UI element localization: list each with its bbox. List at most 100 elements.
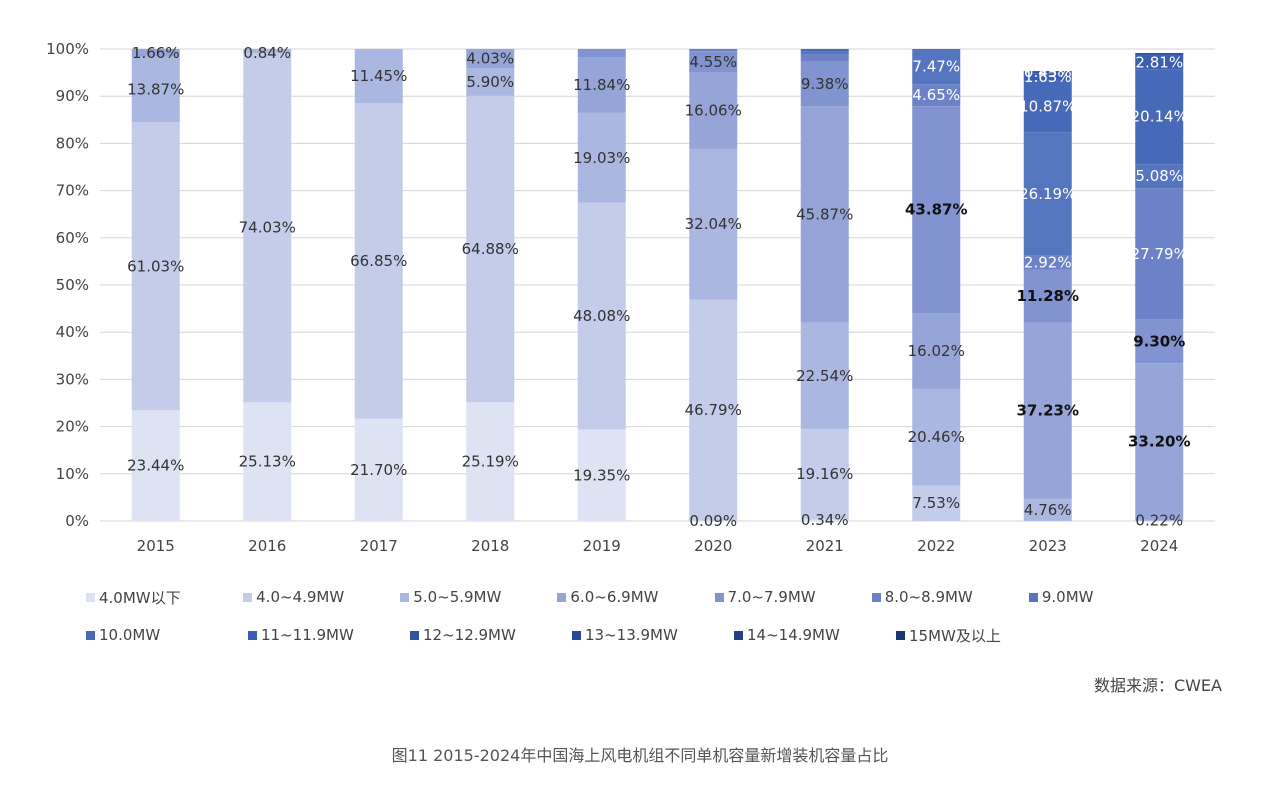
- x-tick-label: 2015: [137, 537, 175, 555]
- data-label: 33.20%: [1128, 433, 1190, 451]
- bar-segment: [689, 51, 738, 73]
- data-label: 10.87%: [1019, 98, 1076, 116]
- legend-label: 4.0MW以下: [99, 588, 181, 607]
- bar-segment: [466, 49, 515, 69]
- bars: [131, 49, 1184, 521]
- x-tick-label: 2024: [1140, 537, 1178, 555]
- legend-label: 13~13.9MW: [585, 626, 678, 644]
- bar-segment: [1135, 52, 1184, 56]
- bar-segment: [1023, 269, 1072, 323]
- data-label: 21.70%: [350, 461, 407, 479]
- data-label: 45.87%: [796, 205, 853, 223]
- legend-swatch: [400, 592, 410, 602]
- bar-segment: [800, 51, 849, 55]
- bar-segment: [577, 429, 626, 521]
- bar-segment: [243, 402, 292, 521]
- data-label: 25.13%: [239, 453, 296, 471]
- legend-item: 7.0~7.9MW: [714, 588, 872, 606]
- data-label: 1.63%: [1024, 68, 1072, 86]
- data-label: 16.02%: [908, 342, 965, 360]
- bar-segment: [1135, 69, 1184, 165]
- legend: 4.0MW以下 4.0~4.9MW 5.0~5.9MW 6.0~6.9MW 7.0~7.…: [86, 578, 1186, 654]
- data-label: 22.54%: [796, 367, 853, 385]
- legend-item: 4.0MW以下: [86, 587, 243, 608]
- bar-segment: [577, 202, 626, 430]
- y-tick-label: 40%: [56, 323, 89, 341]
- bar-segment: [1023, 80, 1072, 133]
- legend-item: 12~12.9MW: [410, 626, 572, 644]
- bar-segment: [1023, 255, 1072, 270]
- legend-swatch: [243, 592, 253, 602]
- data-label: 9.30%: [1133, 332, 1185, 350]
- data-label: 11.45%: [350, 67, 407, 85]
- bar-segment: [912, 49, 961, 85]
- bar-segment: [243, 49, 292, 53]
- x-tick-label: 2021: [806, 537, 844, 555]
- y-tick-label: 20%: [56, 418, 89, 436]
- data-label: 7.53%: [912, 494, 960, 512]
- data-label: 27.79%: [1131, 245, 1188, 263]
- bar-segment: [912, 485, 961, 521]
- legend-swatch: [871, 592, 881, 602]
- legend-label: 14~14.9MW: [747, 626, 840, 644]
- data-label: 43.87%: [905, 201, 967, 219]
- bar-segment: [131, 56, 180, 123]
- x-tick-label: 2017: [360, 537, 398, 555]
- legend-item: 14~14.9MW: [734, 626, 896, 644]
- legend-item: 15MW及以上: [896, 625, 1058, 646]
- bar-segment: [1135, 188, 1184, 320]
- data-source: 数据来源：CWEA: [1093, 676, 1222, 695]
- y-tick-label: 10%: [56, 465, 89, 483]
- legend-label: 12~12.9MW: [423, 626, 516, 644]
- data-label: 0.34%: [801, 511, 849, 529]
- y-tick-label: 70%: [56, 182, 89, 200]
- bar-segment: [577, 112, 626, 203]
- bar-segment: [466, 68, 515, 96]
- data-label: 66.85%: [350, 252, 407, 270]
- legend-swatch: [1028, 592, 1038, 602]
- data-label: 4.65%: [912, 86, 960, 104]
- legend-row: 4.0MW以下 4.0~4.9MW 5.0~5.9MW 6.0~6.9MW 7.0~7.…: [86, 578, 1186, 616]
- legend-swatch: [572, 630, 581, 640]
- data-label: 2.81%: [1135, 54, 1183, 72]
- legend-item: 8.0~8.9MW: [871, 588, 1029, 606]
- bar-segment: [1023, 71, 1072, 74]
- figure-caption: 图11 2015-2024年中国海上风电机组不同单机容量新增装机容量占比: [391, 746, 889, 765]
- data-label: 0.22%: [1135, 511, 1183, 529]
- legend-label: 15MW及以上: [909, 626, 1001, 645]
- data-label: 26.19%: [1019, 185, 1076, 203]
- data-label: 0.84%: [243, 44, 291, 62]
- legend-swatch: [86, 630, 95, 640]
- data-label: 0.45%: [1024, 63, 1072, 81]
- legend-swatch: [734, 630, 743, 640]
- data-label: 13.87%: [127, 81, 184, 99]
- data-label: 9.38%: [801, 75, 849, 93]
- data-label: 48.08%: [573, 307, 630, 325]
- bar-segment: [800, 61, 849, 107]
- legend-swatch: [248, 630, 257, 640]
- legend-item: 5.0~5.9MW: [400, 588, 557, 606]
- data-label: 74.03%: [239, 219, 296, 237]
- bar-segment: [689, 72, 738, 149]
- legend-swatch: [86, 592, 95, 602]
- data-label: 32.04%: [685, 215, 742, 233]
- bar-segment: [800, 519, 849, 521]
- bar-segment: [1023, 322, 1072, 499]
- x-tick-label: 2018: [471, 537, 509, 555]
- bar-segment: [354, 418, 403, 521]
- legend-item: 9.0MW: [1028, 588, 1186, 606]
- bar-segment: [800, 322, 849, 429]
- y-tick-label: 100%: [46, 40, 89, 58]
- legend-label: 11~11.9MW: [261, 626, 354, 644]
- legend-label: 7.0~7.9MW: [727, 588, 816, 606]
- bar-segment: [912, 106, 961, 314]
- bar-segment: [800, 49, 849, 52]
- x-tick-label: 2016: [248, 537, 286, 555]
- data-label: 11.84%: [573, 76, 630, 94]
- data-label: 19.35%: [573, 466, 630, 484]
- legend-item: 4.0~4.9MW: [243, 588, 400, 606]
- bar-segment: [800, 106, 849, 323]
- data-label: 11.28%: [1017, 287, 1079, 305]
- bar-segment: [1135, 164, 1184, 189]
